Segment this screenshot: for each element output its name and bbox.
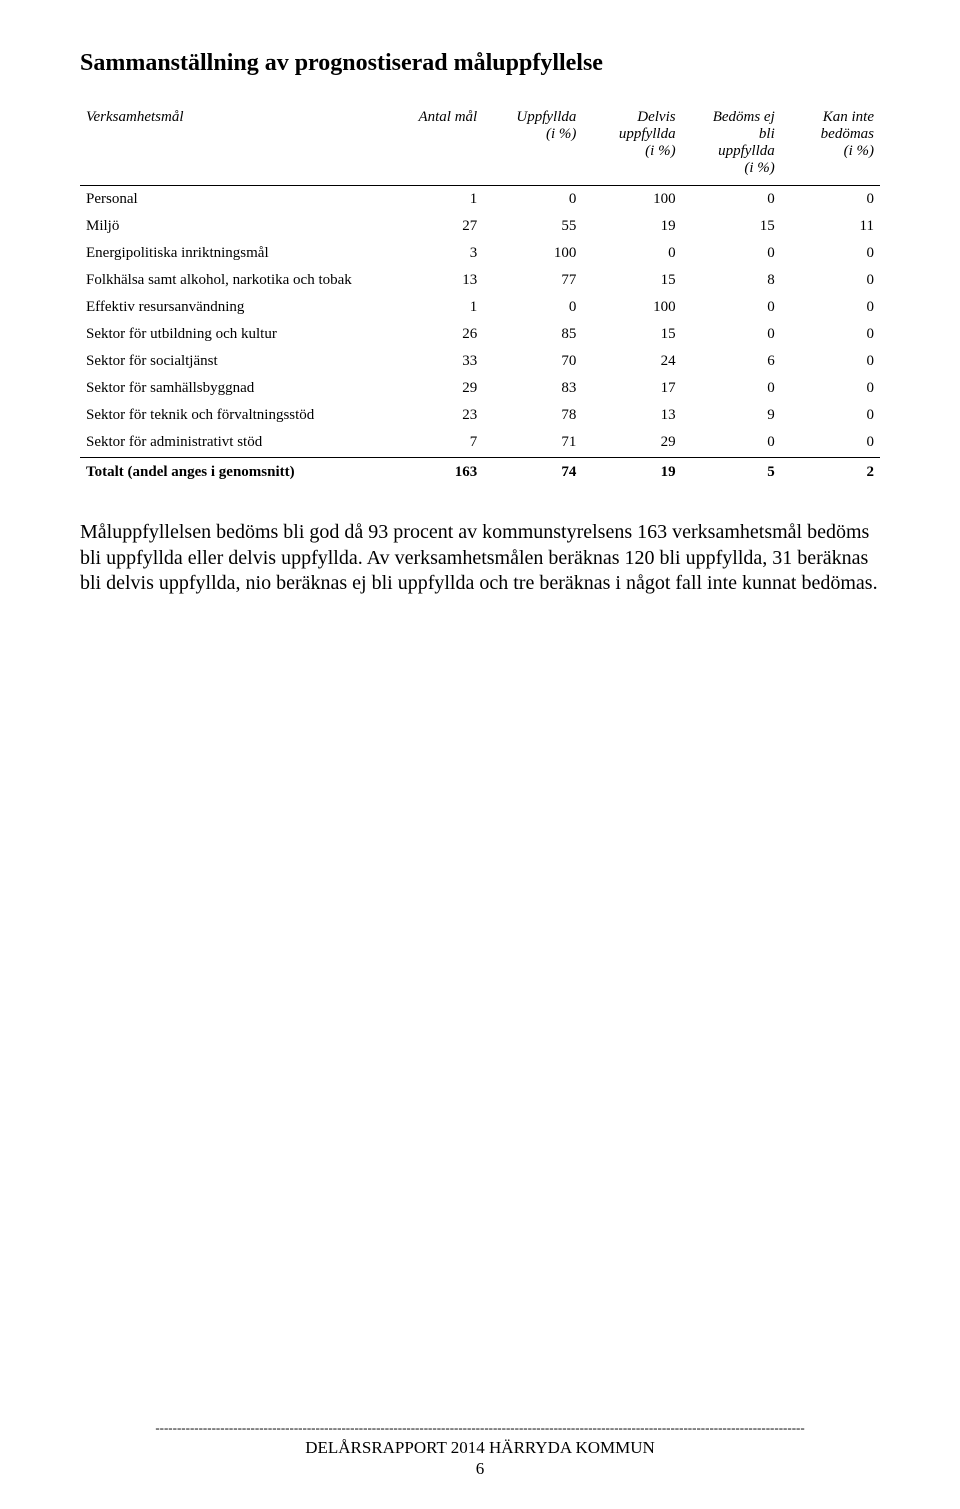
row-val: 0 xyxy=(483,186,582,214)
row-val: 85 xyxy=(483,321,582,348)
col-header-delvis: Delvisuppfyllda(i %) xyxy=(582,105,681,186)
table-row: Miljö 27 55 19 15 11 xyxy=(80,213,880,240)
total-val: 19 xyxy=(582,458,681,487)
row-val: 0 xyxy=(781,267,880,294)
row-label: Effektiv resursanvändning xyxy=(80,294,384,321)
row-val: 29 xyxy=(384,375,483,402)
row-val: 8 xyxy=(682,267,781,294)
row-val: 100 xyxy=(582,186,681,214)
summary-table: Verksamhetsmål Antal mål Uppfyllda(i %) … xyxy=(80,105,880,486)
table-row: Sektor för socialtjänst 33 70 24 6 0 xyxy=(80,348,880,375)
row-label: Sektor för samhällsbyggnad xyxy=(80,375,384,402)
table-row: Folkhälsa samt alkohol, narkotika och to… xyxy=(80,267,880,294)
col-header-label: Verksamhetsmål xyxy=(80,105,384,186)
table-row: Sektor för utbildning och kultur 26 85 1… xyxy=(80,321,880,348)
row-val: 0 xyxy=(582,240,681,267)
row-val: 0 xyxy=(682,429,781,458)
row-val: 15 xyxy=(582,321,681,348)
page-heading: Sammanställning av prognostiserad målupp… xyxy=(80,50,880,77)
table-row: Sektor för teknik och förvaltningsstöd 2… xyxy=(80,402,880,429)
total-val: 5 xyxy=(682,458,781,487)
row-label: Energipolitiska inriktningsmål xyxy=(80,240,384,267)
row-label: Sektor för teknik och förvaltningsstöd xyxy=(80,402,384,429)
row-label: Sektor för socialtjänst xyxy=(80,348,384,375)
row-val: 15 xyxy=(682,213,781,240)
row-label: Sektor för administrativt stöd xyxy=(80,429,384,458)
row-val: 83 xyxy=(483,375,582,402)
table-header-row: Verksamhetsmål Antal mål Uppfyllda(i %) … xyxy=(80,105,880,186)
row-val: 0 xyxy=(781,321,880,348)
row-val: 0 xyxy=(483,294,582,321)
row-val: 0 xyxy=(682,186,781,214)
table-body: Personal 1 0 100 0 0 Miljö 27 55 19 15 1… xyxy=(80,186,880,487)
row-val: 24 xyxy=(582,348,681,375)
row-val: 100 xyxy=(582,294,681,321)
table-row: Sektor för administrativt stöd 7 71 29 0… xyxy=(80,429,880,458)
footer-title: DELÅRSRAPPORT 2014 HÄRRYDA KOMMUN xyxy=(80,1438,880,1458)
body-paragraph: Måluppfyllelsen bedöms bli god då 93 pro… xyxy=(80,520,880,597)
row-val: 0 xyxy=(781,402,880,429)
row-val: 1 xyxy=(384,294,483,321)
row-val: 19 xyxy=(582,213,681,240)
row-val: 11 xyxy=(781,213,880,240)
row-label: Folkhälsa samt alkohol, narkotika och to… xyxy=(80,267,384,294)
row-val: 71 xyxy=(483,429,582,458)
col-header-kan-inte: Kan intebedömas(i %) xyxy=(781,105,880,186)
row-val: 78 xyxy=(483,402,582,429)
table-row: Personal 1 0 100 0 0 xyxy=(80,186,880,214)
row-val: 6 xyxy=(682,348,781,375)
row-val: 0 xyxy=(781,429,880,458)
table-total-row: Totalt (andel anges i genomsnitt) 163 74… xyxy=(80,458,880,487)
row-val: 0 xyxy=(682,240,781,267)
total-val: 163 xyxy=(384,458,483,487)
footer-page-number: 6 xyxy=(80,1459,880,1479)
row-val: 0 xyxy=(781,240,880,267)
col-header-antal: Antal mål xyxy=(384,105,483,186)
row-val: 0 xyxy=(781,348,880,375)
col-header-uppfyllda: Uppfyllda(i %) xyxy=(483,105,582,186)
row-val: 1 xyxy=(384,186,483,214)
table-row: Energipolitiska inriktningsmål 3 100 0 0… xyxy=(80,240,880,267)
row-val: 23 xyxy=(384,402,483,429)
col-header-bedoms-ej: Bedöms ejbliuppfyllda(i %) xyxy=(682,105,781,186)
row-val: 7 xyxy=(384,429,483,458)
row-val: 0 xyxy=(682,294,781,321)
row-val: 33 xyxy=(384,348,483,375)
row-val: 0 xyxy=(781,186,880,214)
row-val: 17 xyxy=(582,375,681,402)
footer-separator: ----------------------------------------… xyxy=(80,1420,880,1436)
row-val: 13 xyxy=(384,267,483,294)
row-val: 27 xyxy=(384,213,483,240)
total-val: 74 xyxy=(483,458,582,487)
row-val: 29 xyxy=(582,429,681,458)
row-val: 0 xyxy=(682,375,781,402)
row-label: Sektor för utbildning och kultur xyxy=(80,321,384,348)
row-val: 55 xyxy=(483,213,582,240)
row-label: Personal xyxy=(80,186,384,214)
row-val: 77 xyxy=(483,267,582,294)
row-val: 0 xyxy=(781,294,880,321)
page-footer: ----------------------------------------… xyxy=(80,1420,880,1479)
total-label: Totalt (andel anges i genomsnitt) xyxy=(80,458,384,487)
row-val: 26 xyxy=(384,321,483,348)
row-val: 13 xyxy=(582,402,681,429)
table-row: Sektor för samhällsbyggnad 29 83 17 0 0 xyxy=(80,375,880,402)
table-row: Effektiv resursanvändning 1 0 100 0 0 xyxy=(80,294,880,321)
row-val: 0 xyxy=(682,321,781,348)
row-val: 0 xyxy=(781,375,880,402)
row-label: Miljö xyxy=(80,213,384,240)
row-val: 100 xyxy=(483,240,582,267)
row-val: 9 xyxy=(682,402,781,429)
total-val: 2 xyxy=(781,458,880,487)
row-val: 70 xyxy=(483,348,582,375)
row-val: 3 xyxy=(384,240,483,267)
row-val: 15 xyxy=(582,267,681,294)
